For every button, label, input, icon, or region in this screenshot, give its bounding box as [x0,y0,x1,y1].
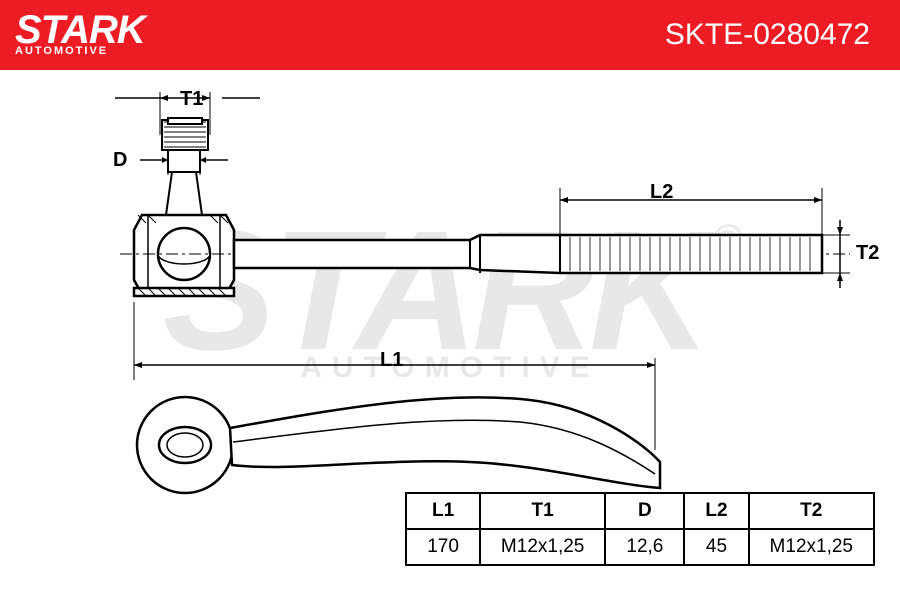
td-t1: M12x1,25 [480,529,605,565]
label-t1: T1 [180,88,203,111]
header-bar: STARK AUTOMOTIVE SKTE-0280472 [0,0,900,70]
label-l1: L1 [380,349,403,372]
part-number: SKTE-0280472 [665,18,870,52]
label-t2: T2 [856,242,879,265]
spec-table: L1 T1 D L2 T2 170 M12x1,25 12,6 45 M12x1… [405,492,875,566]
td-t2: M12x1,25 [749,529,874,565]
brand-name: STARK [15,13,145,47]
brand-logo: STARK AUTOMOTIVE [15,13,145,57]
td-l1: 170 [406,529,480,565]
td-l2: 45 [684,529,748,565]
table-header-row: L1 T1 D L2 T2 [406,493,874,529]
label-d: D [113,149,127,172]
th-l2: L2 [684,493,748,529]
th-d: D [605,493,684,529]
th-t2: T2 [749,493,874,529]
td-d: 12,6 [605,529,684,565]
th-l1: L1 [406,493,480,529]
label-l2: L2 [650,181,673,204]
table-value-row: 170 M12x1,25 12,6 45 M12x1,25 [406,529,874,565]
th-t1: T1 [480,493,605,529]
